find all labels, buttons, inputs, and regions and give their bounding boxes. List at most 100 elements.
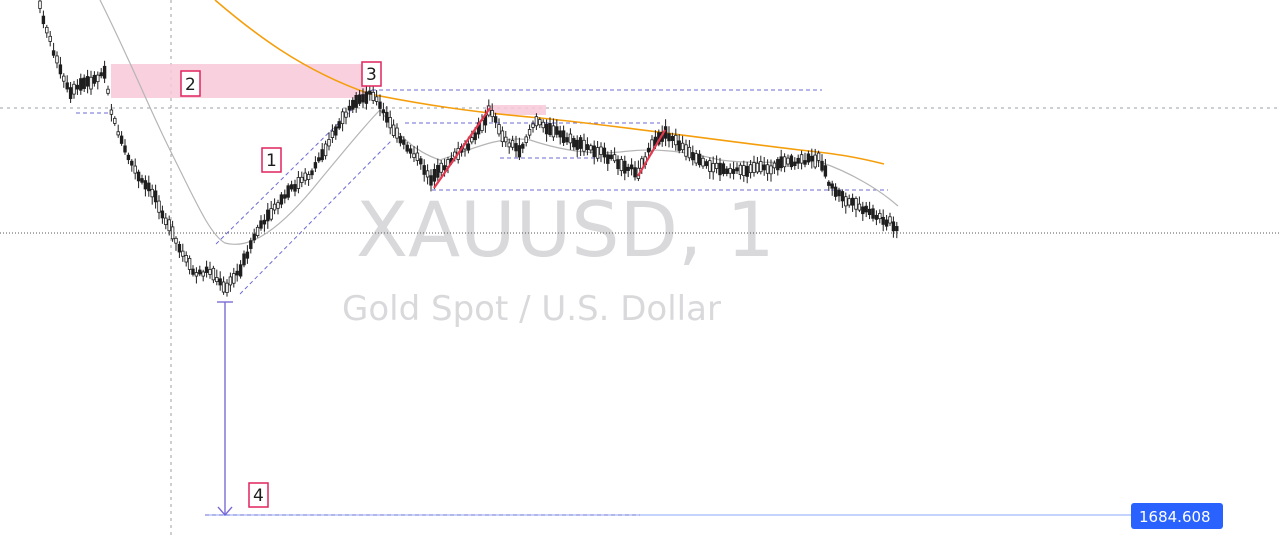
candle-body [514,143,518,152]
candle-body [765,164,770,174]
svg-text:1: 1 [266,151,277,171]
watermark-description: Gold Spot / U.S. Dollar [342,289,721,329]
candle-body [89,76,93,90]
svg-text:4: 4 [253,486,264,506]
candle-body [633,167,637,178]
candle-body [796,157,800,164]
candle-body [548,123,552,136]
candle-body [38,0,42,9]
svg-text:2: 2 [185,75,196,95]
candle-body [680,142,685,151]
candle-body [388,117,392,129]
candle-body [340,111,345,125]
candle-body [752,162,756,173]
candle-body [527,129,532,136]
candle-body [493,116,498,123]
label-2[interactable]: 2 [180,70,201,97]
candle-body [555,126,559,135]
candle-body [395,127,399,139]
candle-body [436,165,440,178]
candle-body [799,154,804,164]
candle-body [310,170,314,176]
candle-body [398,136,403,144]
candle-body [874,214,879,220]
candle-body [721,163,726,175]
candle-body [697,153,702,166]
candle-body [252,233,256,241]
candle-body [272,203,277,211]
candle-body [259,220,263,229]
candle-body [823,165,828,177]
candle-body [408,148,413,154]
candle-body [58,64,63,75]
candle-body [735,167,739,172]
fast-moving-average [99,0,899,245]
candle-body [857,203,862,211]
candle-body [833,186,838,197]
candle-body [871,208,875,219]
candle-body [361,94,365,103]
candle-body [283,194,287,199]
candle-body [806,153,811,163]
candle-body [354,95,358,108]
candle-body [245,251,250,259]
candle-body [510,140,515,148]
candle-body [568,133,573,144]
candle-body [609,154,613,160]
candle-body [748,164,753,174]
candle-body [599,146,603,155]
candle-body [864,205,868,213]
candle-body [317,157,321,162]
candle-body [177,243,182,253]
candle-body [351,99,355,110]
candle-body [425,170,430,178]
candle-body [51,50,56,56]
candle-body [442,165,447,171]
candle-body [371,91,375,101]
candle-body [793,161,797,166]
candle-body [779,156,783,169]
candle-body [708,160,712,172]
candle-body [45,26,49,34]
candle-body [629,164,634,170]
candle-body [262,219,267,225]
candle-body [381,109,386,114]
candles [38,0,899,297]
candle-body [232,273,236,284]
candle-body [745,165,749,177]
candle-body [694,153,698,164]
candle-body [534,116,539,127]
candle-body [225,282,229,293]
candle-body [75,84,80,90]
candle-body [48,35,52,42]
candle-body [96,74,100,83]
candle-body [585,144,590,151]
candle-body [589,145,593,151]
candle-body [578,137,583,149]
candle-body [174,237,178,244]
candle-body [374,96,379,102]
candle-body [221,281,226,293]
candle-body [164,217,168,225]
label-3[interactable]: 3 [361,61,382,87]
candle-body [759,161,763,173]
candle-body [725,168,729,174]
candle-body [102,65,107,79]
candle-body [187,258,192,270]
candle-body [820,160,824,171]
label-1[interactable]: 1 [261,147,282,173]
candle-body [667,133,671,142]
label-4[interactable]: 4 [248,482,269,508]
candle-body [218,278,222,286]
candle-body [521,143,525,149]
candle-body [623,160,627,174]
candle-body [133,165,137,174]
candle-body [334,126,338,136]
candle-body [565,137,569,143]
candle-body [55,55,59,64]
price-tag-value: 1684.608 [1139,508,1211,526]
candle-body [718,162,722,176]
candle-body [330,130,335,138]
candle-body [500,130,505,143]
